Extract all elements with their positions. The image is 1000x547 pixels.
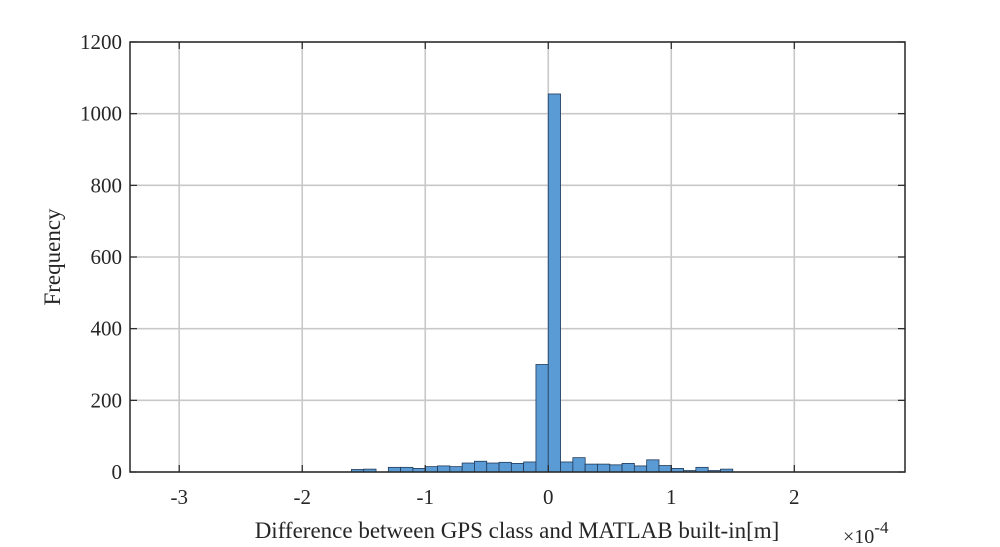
histogram-bar-7 bbox=[437, 465, 451, 473]
histogram-bar-13 bbox=[510, 462, 525, 473]
y-tick-label-5: 1000 bbox=[80, 102, 122, 126]
y-tick-label-1: 200 bbox=[91, 388, 123, 412]
y-axis-ticks: 0 200 400 600 800 1000 1200 bbox=[80, 30, 905, 484]
y-tick-label-0: 0 bbox=[112, 460, 123, 484]
histogram-bar-19 bbox=[584, 463, 598, 473]
y-tick-label-4: 800 bbox=[91, 173, 123, 197]
histogram-bar-18 bbox=[572, 457, 586, 473]
histogram-bar-15 bbox=[535, 364, 549, 473]
histogram-bar-16 bbox=[547, 93, 561, 473]
histogram-bar-6 bbox=[424, 466, 438, 473]
histogram-bar-8 bbox=[449, 466, 463, 473]
histogram-bar-11 bbox=[486, 462, 500, 473]
histogram-bar-17 bbox=[560, 461, 574, 473]
x-exponent-multiplier: ×10-4 bbox=[843, 518, 889, 547]
x-tick-label-2: -1 bbox=[416, 485, 434, 509]
histogram-bar-22 bbox=[621, 462, 635, 473]
x-axis-ticks: -3 -2 -1 0 1 2 bbox=[170, 42, 800, 509]
histogram-bar-21 bbox=[609, 464, 623, 473]
x-tick-label-1: -2 bbox=[293, 485, 311, 509]
y-axis-label: Frequency bbox=[40, 208, 65, 306]
x-tick-label-5: 2 bbox=[789, 485, 800, 509]
y-tick-label-6: 1200 bbox=[80, 30, 122, 54]
x-exponent-power: -4 bbox=[874, 518, 889, 537]
histogram-bar-14 bbox=[523, 461, 537, 473]
histogram-bar-23 bbox=[633, 465, 648, 473]
x-exponent-base: ×10 bbox=[843, 526, 874, 547]
x-axis-label: Difference between GPS class and MATLAB … bbox=[255, 518, 780, 543]
histogram-bar-9 bbox=[461, 462, 475, 473]
histogram-bar-24 bbox=[646, 459, 660, 473]
y-tick-label-2: 400 bbox=[91, 317, 123, 341]
histogram-bars bbox=[351, 93, 734, 473]
histogram-bar-20 bbox=[597, 463, 611, 473]
x-tick-label-3: 0 bbox=[543, 485, 554, 509]
histogram-bar-12 bbox=[498, 461, 512, 473]
x-tick-label-0: -3 bbox=[170, 485, 188, 509]
histogram-bar-10 bbox=[474, 460, 488, 473]
y-tick-label-3: 600 bbox=[91, 245, 123, 269]
x-tick-label-4: 1 bbox=[666, 485, 677, 509]
histogram-bar-25 bbox=[658, 465, 672, 473]
